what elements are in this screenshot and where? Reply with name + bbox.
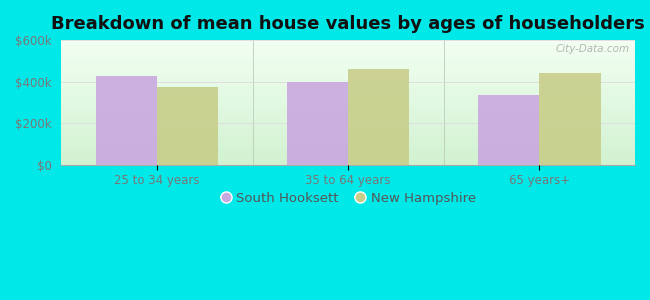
- Bar: [157, 87, 218, 165]
- Bar: [287, 82, 348, 165]
- Bar: [540, 73, 601, 165]
- Title: Breakdown of mean house values by ages of householders: Breakdown of mean house values by ages o…: [51, 15, 645, 33]
- Text: City-Data.com: City-Data.com: [555, 44, 629, 54]
- Bar: [478, 95, 540, 165]
- Bar: [348, 69, 410, 165]
- Legend: South Hooksett, New Hampshire: South Hooksett, New Hampshire: [215, 187, 481, 210]
- Bar: [96, 76, 157, 165]
